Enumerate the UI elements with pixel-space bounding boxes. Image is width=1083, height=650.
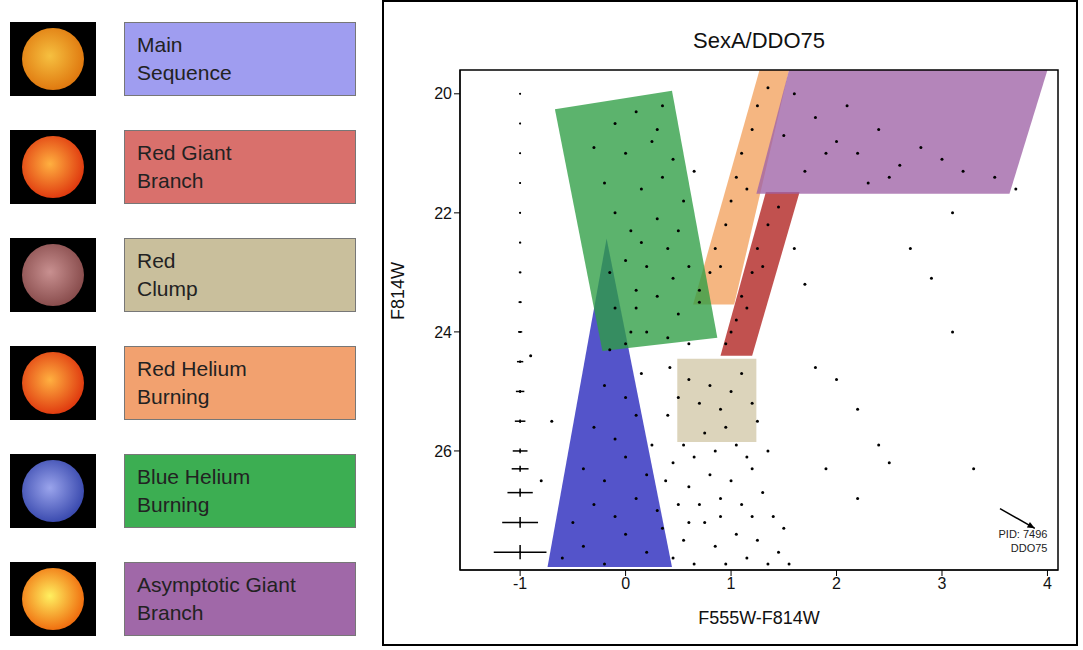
html-text:Sequence: Sequence bbox=[137, 61, 232, 84]
html-text:Branch: Branch bbox=[137, 601, 204, 624]
svg-text:20: 20 bbox=[434, 85, 452, 102]
svg-text:3: 3 bbox=[938, 575, 947, 592]
html-text:Blue Helium: Blue Helium bbox=[137, 465, 251, 488]
html-text:Branch: Branch bbox=[137, 169, 204, 192]
svg-text:0: 0 bbox=[621, 575, 630, 592]
html-text:Main: Main bbox=[137, 33, 183, 56]
svg-text:F814W: F814W bbox=[388, 262, 408, 320]
svg-text:PID: 7496: PID: 7496 bbox=[999, 528, 1048, 540]
html-text:Red: Red bbox=[137, 249, 176, 272]
svg-text:-1: -1 bbox=[513, 575, 527, 592]
svg-text:26: 26 bbox=[434, 443, 452, 460]
svg-text:1: 1 bbox=[727, 575, 736, 592]
html-text:SexA/DDO75: SexA/DDO75 bbox=[693, 28, 825, 53]
html-text:Clump: Clump bbox=[137, 277, 198, 300]
html-text:Burning: Burning bbox=[137, 493, 210, 516]
html-text:Asymptotic Giant: Asymptotic Giant bbox=[137, 573, 296, 596]
svg-text:22: 22 bbox=[434, 205, 452, 222]
html-text:Burning: Burning bbox=[137, 385, 210, 408]
html-text:Red Helium: Red Helium bbox=[137, 357, 247, 380]
svg-text:F555W-F814W: F555W-F814W bbox=[698, 608, 820, 628]
svg-text:DDO75: DDO75 bbox=[1011, 542, 1048, 554]
svg-text:24: 24 bbox=[434, 324, 452, 341]
html-text:Red Giant: Red Giant bbox=[137, 141, 232, 164]
svg-text:4: 4 bbox=[1043, 575, 1052, 592]
svg-text:2: 2 bbox=[832, 575, 841, 592]
